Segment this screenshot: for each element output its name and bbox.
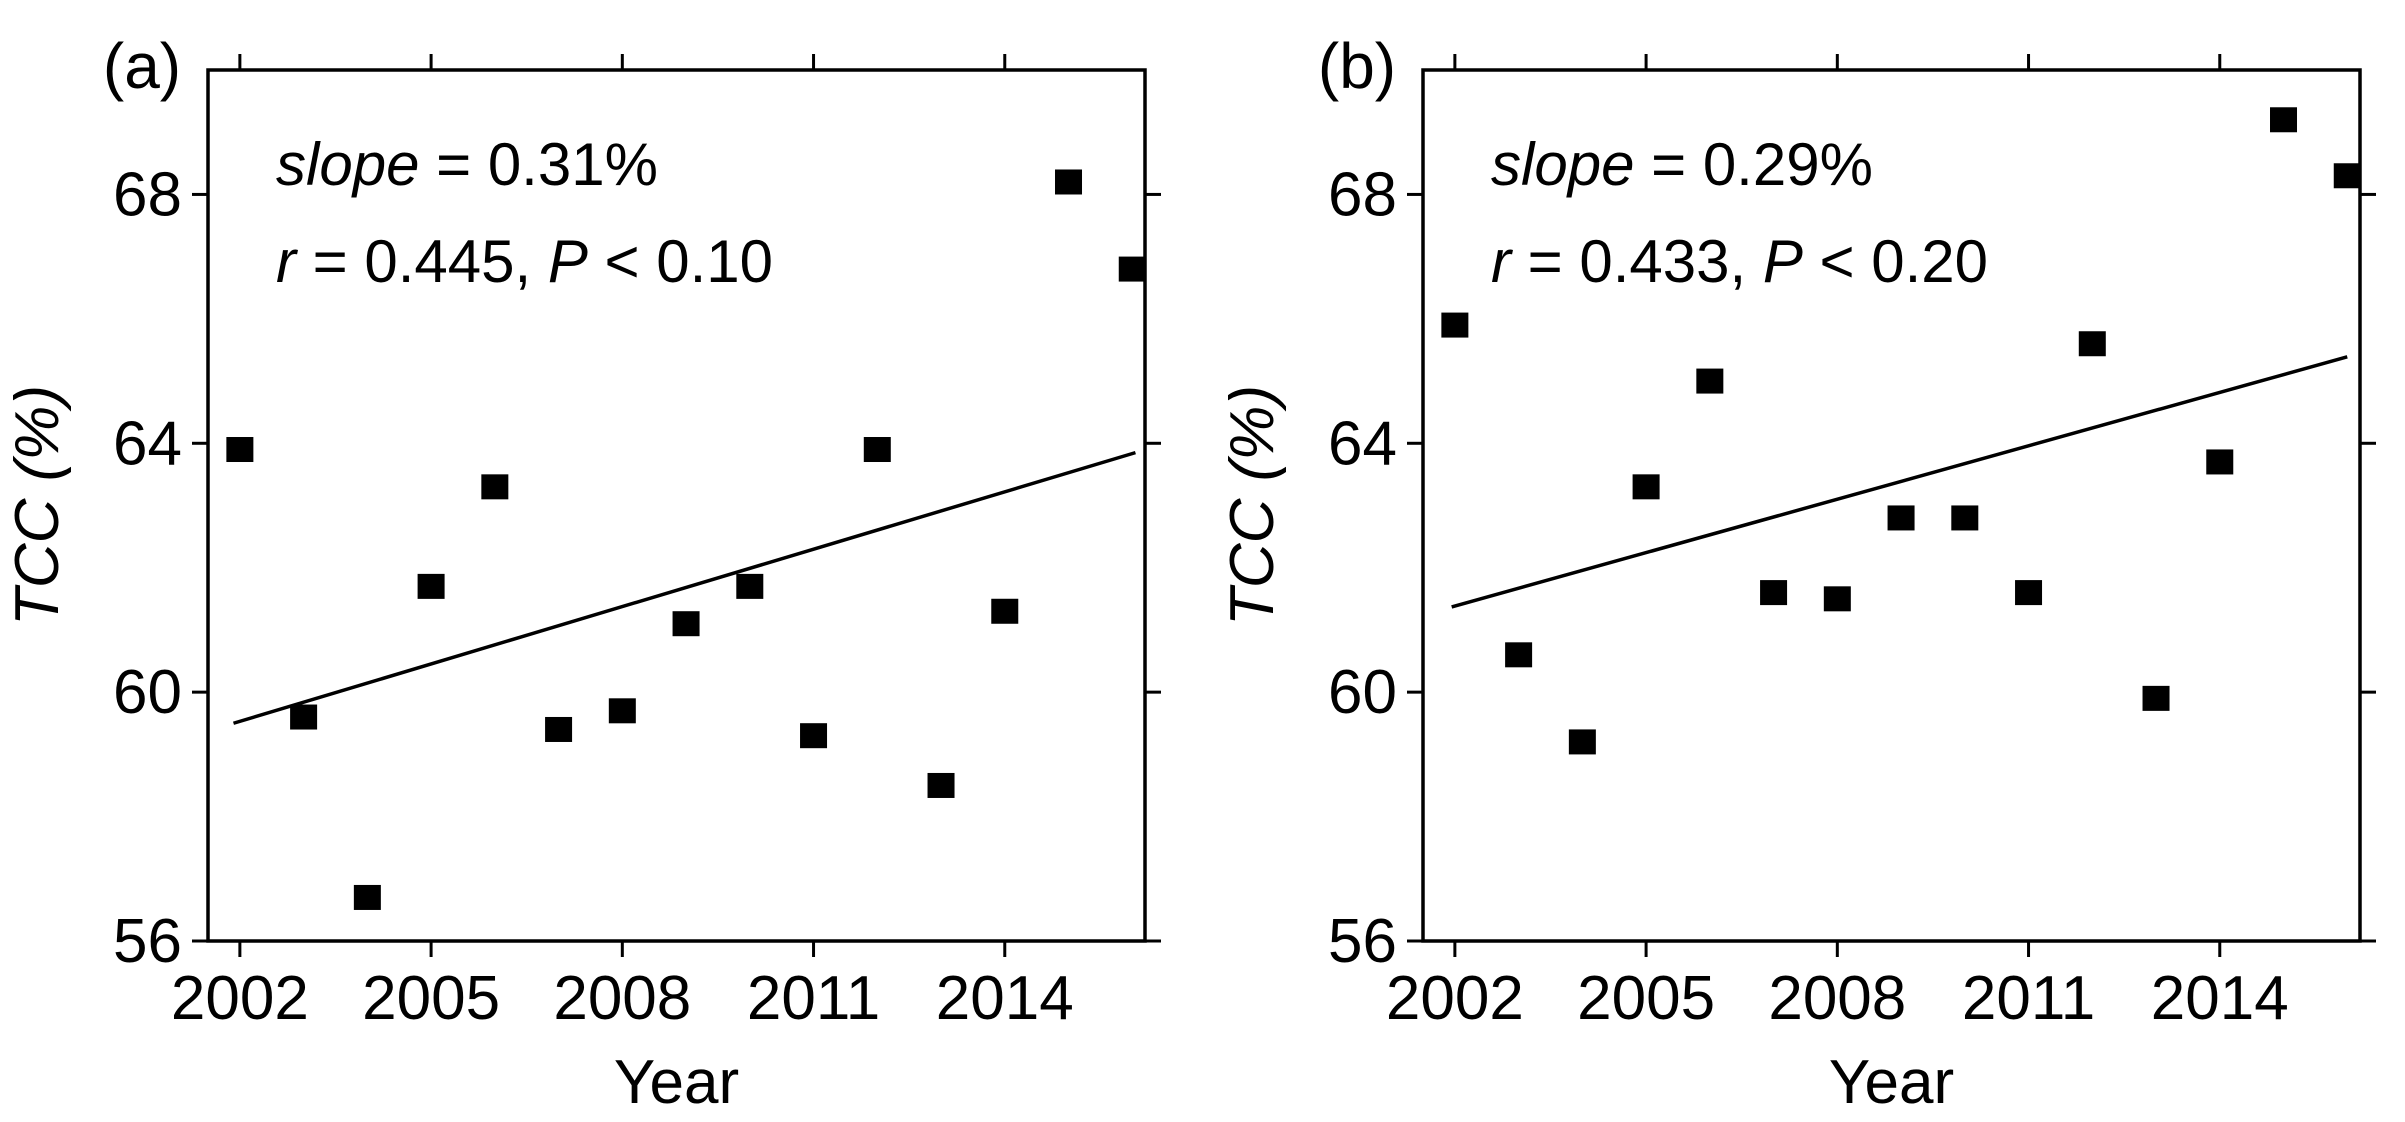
data-point: [2206, 449, 2234, 475]
y-tick-label: 64: [113, 409, 182, 478]
x-tick-label: 2002: [171, 964, 309, 1033]
data-point: [1055, 169, 1083, 195]
panel-b: 2002 2005 2008 2011 2014 56 60 64 68 Year TCC (%) (…: [1218, 30, 2376, 1117]
data-point: [608, 698, 636, 724]
data-point: [1696, 368, 1724, 394]
data-point: [2142, 685, 2170, 711]
stats-line: r = 0.433, P < 0.20: [1491, 228, 1988, 295]
data-point: [545, 716, 573, 742]
data-point: [353, 884, 381, 910]
data-point: [1951, 505, 1979, 531]
data-point: [1760, 580, 1788, 606]
data-point: [2078, 331, 2106, 357]
plot-frame: [1421, 68, 2362, 943]
data-point: [1887, 505, 1915, 531]
trend-line: [232, 450, 1136, 725]
axis-title-y: TCC (%): [1218, 385, 1287, 626]
data-point: [1441, 312, 1469, 338]
x-tick-label: 2011: [747, 964, 880, 1033]
data-point: [481, 474, 509, 500]
data-point: [1568, 729, 1596, 755]
data-point: [991, 598, 1019, 624]
data-point: [1632, 474, 1660, 500]
stats-line: r = 0.445, P < 0.10: [276, 228, 773, 295]
data-point: [1118, 256, 1146, 282]
axis-title-x: Year: [1829, 1048, 1954, 1117]
x-tick-label: 2005: [1577, 964, 1715, 1033]
y-tick-label: 68: [113, 160, 182, 229]
x-tick-label: 2014: [2151, 964, 2289, 1033]
y-tick-label: 56: [113, 907, 182, 976]
data-point: [1823, 586, 1851, 612]
x-tick-label: 2005: [362, 964, 500, 1033]
panel-label: (a): [103, 30, 181, 102]
x-tick-label: 2011: [1962, 964, 2095, 1033]
data-point: [1505, 642, 1533, 668]
data-point: [417, 573, 445, 599]
axis-title-x: Year: [614, 1048, 739, 1117]
stats-line: slope = 0.29%: [1491, 131, 1873, 198]
y-tick-label: 64: [1328, 409, 1397, 478]
y-tick-label: 56: [1328, 907, 1397, 976]
x-tick-label: 2014: [936, 964, 1074, 1033]
y-tick-label: 60: [1328, 658, 1397, 727]
data-point: [290, 704, 318, 730]
y-tick-label: 68: [1328, 160, 1397, 229]
data-point: [927, 772, 955, 798]
data-point: [2333, 163, 2361, 189]
x-tick-label: 2008: [553, 964, 691, 1033]
data-point: [672, 611, 700, 637]
data-point: [2270, 107, 2298, 133]
data-point: [800, 723, 828, 749]
stats-line: slope = 0.31%: [276, 131, 658, 198]
data-point: [863, 437, 891, 463]
x-tick-label: 2002: [1386, 964, 1524, 1033]
x-tick-label: 2008: [1768, 964, 1906, 1033]
panel-label: (b): [1318, 30, 1396, 102]
panel-a: 2002 2005 2008 2011 2014 56 60 64 68 Year TCC (%) (…: [3, 30, 1161, 1117]
y-tick-label: 60: [113, 658, 182, 727]
trend-line: [1451, 355, 2348, 609]
data-point: [736, 573, 764, 599]
data-point: [2015, 580, 2043, 606]
axis-title-y: TCC (%): [3, 385, 72, 626]
plot-frame: [206, 68, 1147, 943]
data-point: [226, 437, 254, 463]
